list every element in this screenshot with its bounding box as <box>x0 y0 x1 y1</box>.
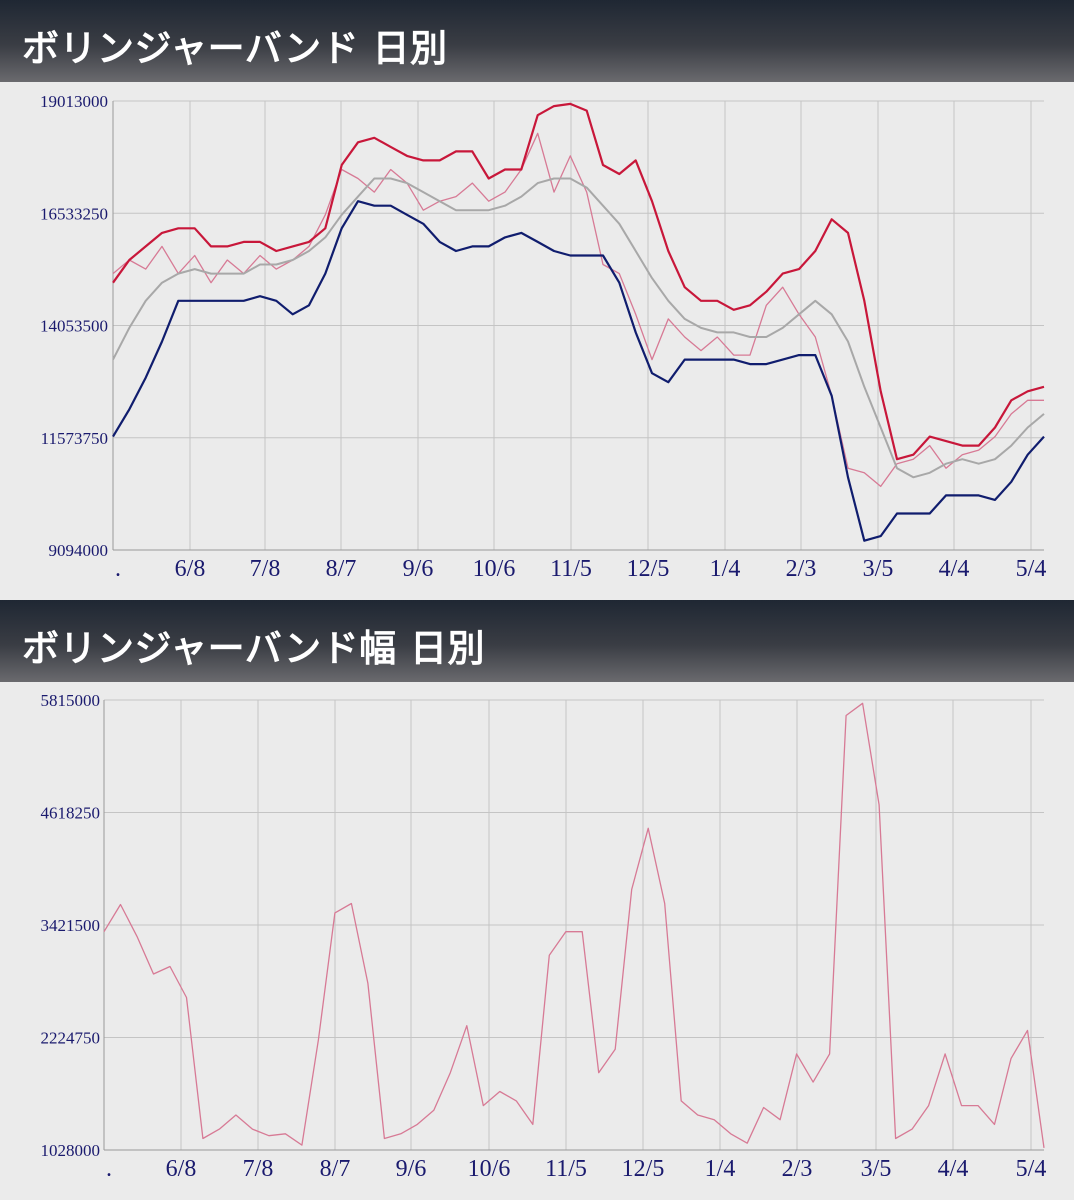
y-tick-label: 3421500 <box>41 916 101 935</box>
y-tick-label: 1028000 <box>41 1141 101 1160</box>
x-tick-label: 7/8 <box>243 1156 274 1182</box>
x-tick-label: 10/6 <box>473 556 516 582</box>
bandwidth-chart: 5815000 4618250 3421500 2224750 1028000. 6/8 7… <box>41 691 1047 1182</box>
x-tick-label: 3/5 <box>863 556 894 582</box>
x-tick-label: 1/4 <box>705 1156 736 1182</box>
y-tick-label: 4618250 <box>41 804 101 823</box>
x-tick-label: 4/4 <box>938 1156 969 1182</box>
x-tick-label: 6/8 <box>166 1156 197 1182</box>
x-tick-label: . <box>115 556 121 582</box>
x-tick-label: 11/5 <box>550 556 592 582</box>
x-tick-label: 3/5 <box>861 1156 892 1182</box>
x-tick-label: 1/4 <box>710 556 741 582</box>
price-line <box>112 132 1044 488</box>
y-tick-label: 5815000 <box>41 691 101 710</box>
x-tick-label: 8/7 <box>320 1156 351 1182</box>
x-tick-label: 8/7 <box>326 556 357 582</box>
x-tick-label: 5/4 <box>1016 1156 1047 1182</box>
y-tick-label: 19013000 <box>40 92 108 111</box>
lower-band-line <box>112 200 1045 542</box>
x-tick-label: 9/6 <box>403 556 434 582</box>
bandwidth-line <box>103 702 1045 1148</box>
bandwidth-header: ボリンジャーバンド幅 日別 <box>0 600 1074 682</box>
bollinger-band-chart: 19013000 16533250 14053500 11573750 9094000.… <box>40 92 1047 582</box>
x-tick-label: 9/6 <box>396 1156 427 1182</box>
middle-band-line <box>112 177 1045 479</box>
bollinger-header: ボリンジャーバンド 日別 <box>0 0 1074 82</box>
x-tick-label: 12/5 <box>622 1156 665 1182</box>
x-tick-label: 5/4 <box>1016 556 1047 582</box>
x-tick-label: 7/8 <box>250 556 281 582</box>
x-tick-label: 11/5 <box>545 1156 587 1182</box>
x-tick-label: 2/3 <box>782 1156 813 1182</box>
y-tick-label: 2224750 <box>41 1029 101 1048</box>
x-tick-label: 12/5 <box>627 556 670 582</box>
y-tick-label: 16533250 <box>40 204 108 223</box>
x-tick-label: . <box>106 1156 112 1182</box>
y-tick-label: 14053500 <box>40 317 108 336</box>
x-tick-label: 10/6 <box>468 1156 511 1182</box>
x-tick-label: 4/4 <box>939 556 970 582</box>
y-tick-label: 11573750 <box>41 429 108 448</box>
x-tick-label: 2/3 <box>786 556 817 582</box>
x-tick-label: 6/8 <box>175 556 206 582</box>
bandwidth-title: ボリンジャーバンド幅 日別 <box>22 627 486 670</box>
bollinger-title: ボリンジャーバンド 日別 <box>22 27 448 70</box>
y-tick-label: 9094000 <box>49 541 109 560</box>
upper-band-line <box>112 102 1045 461</box>
